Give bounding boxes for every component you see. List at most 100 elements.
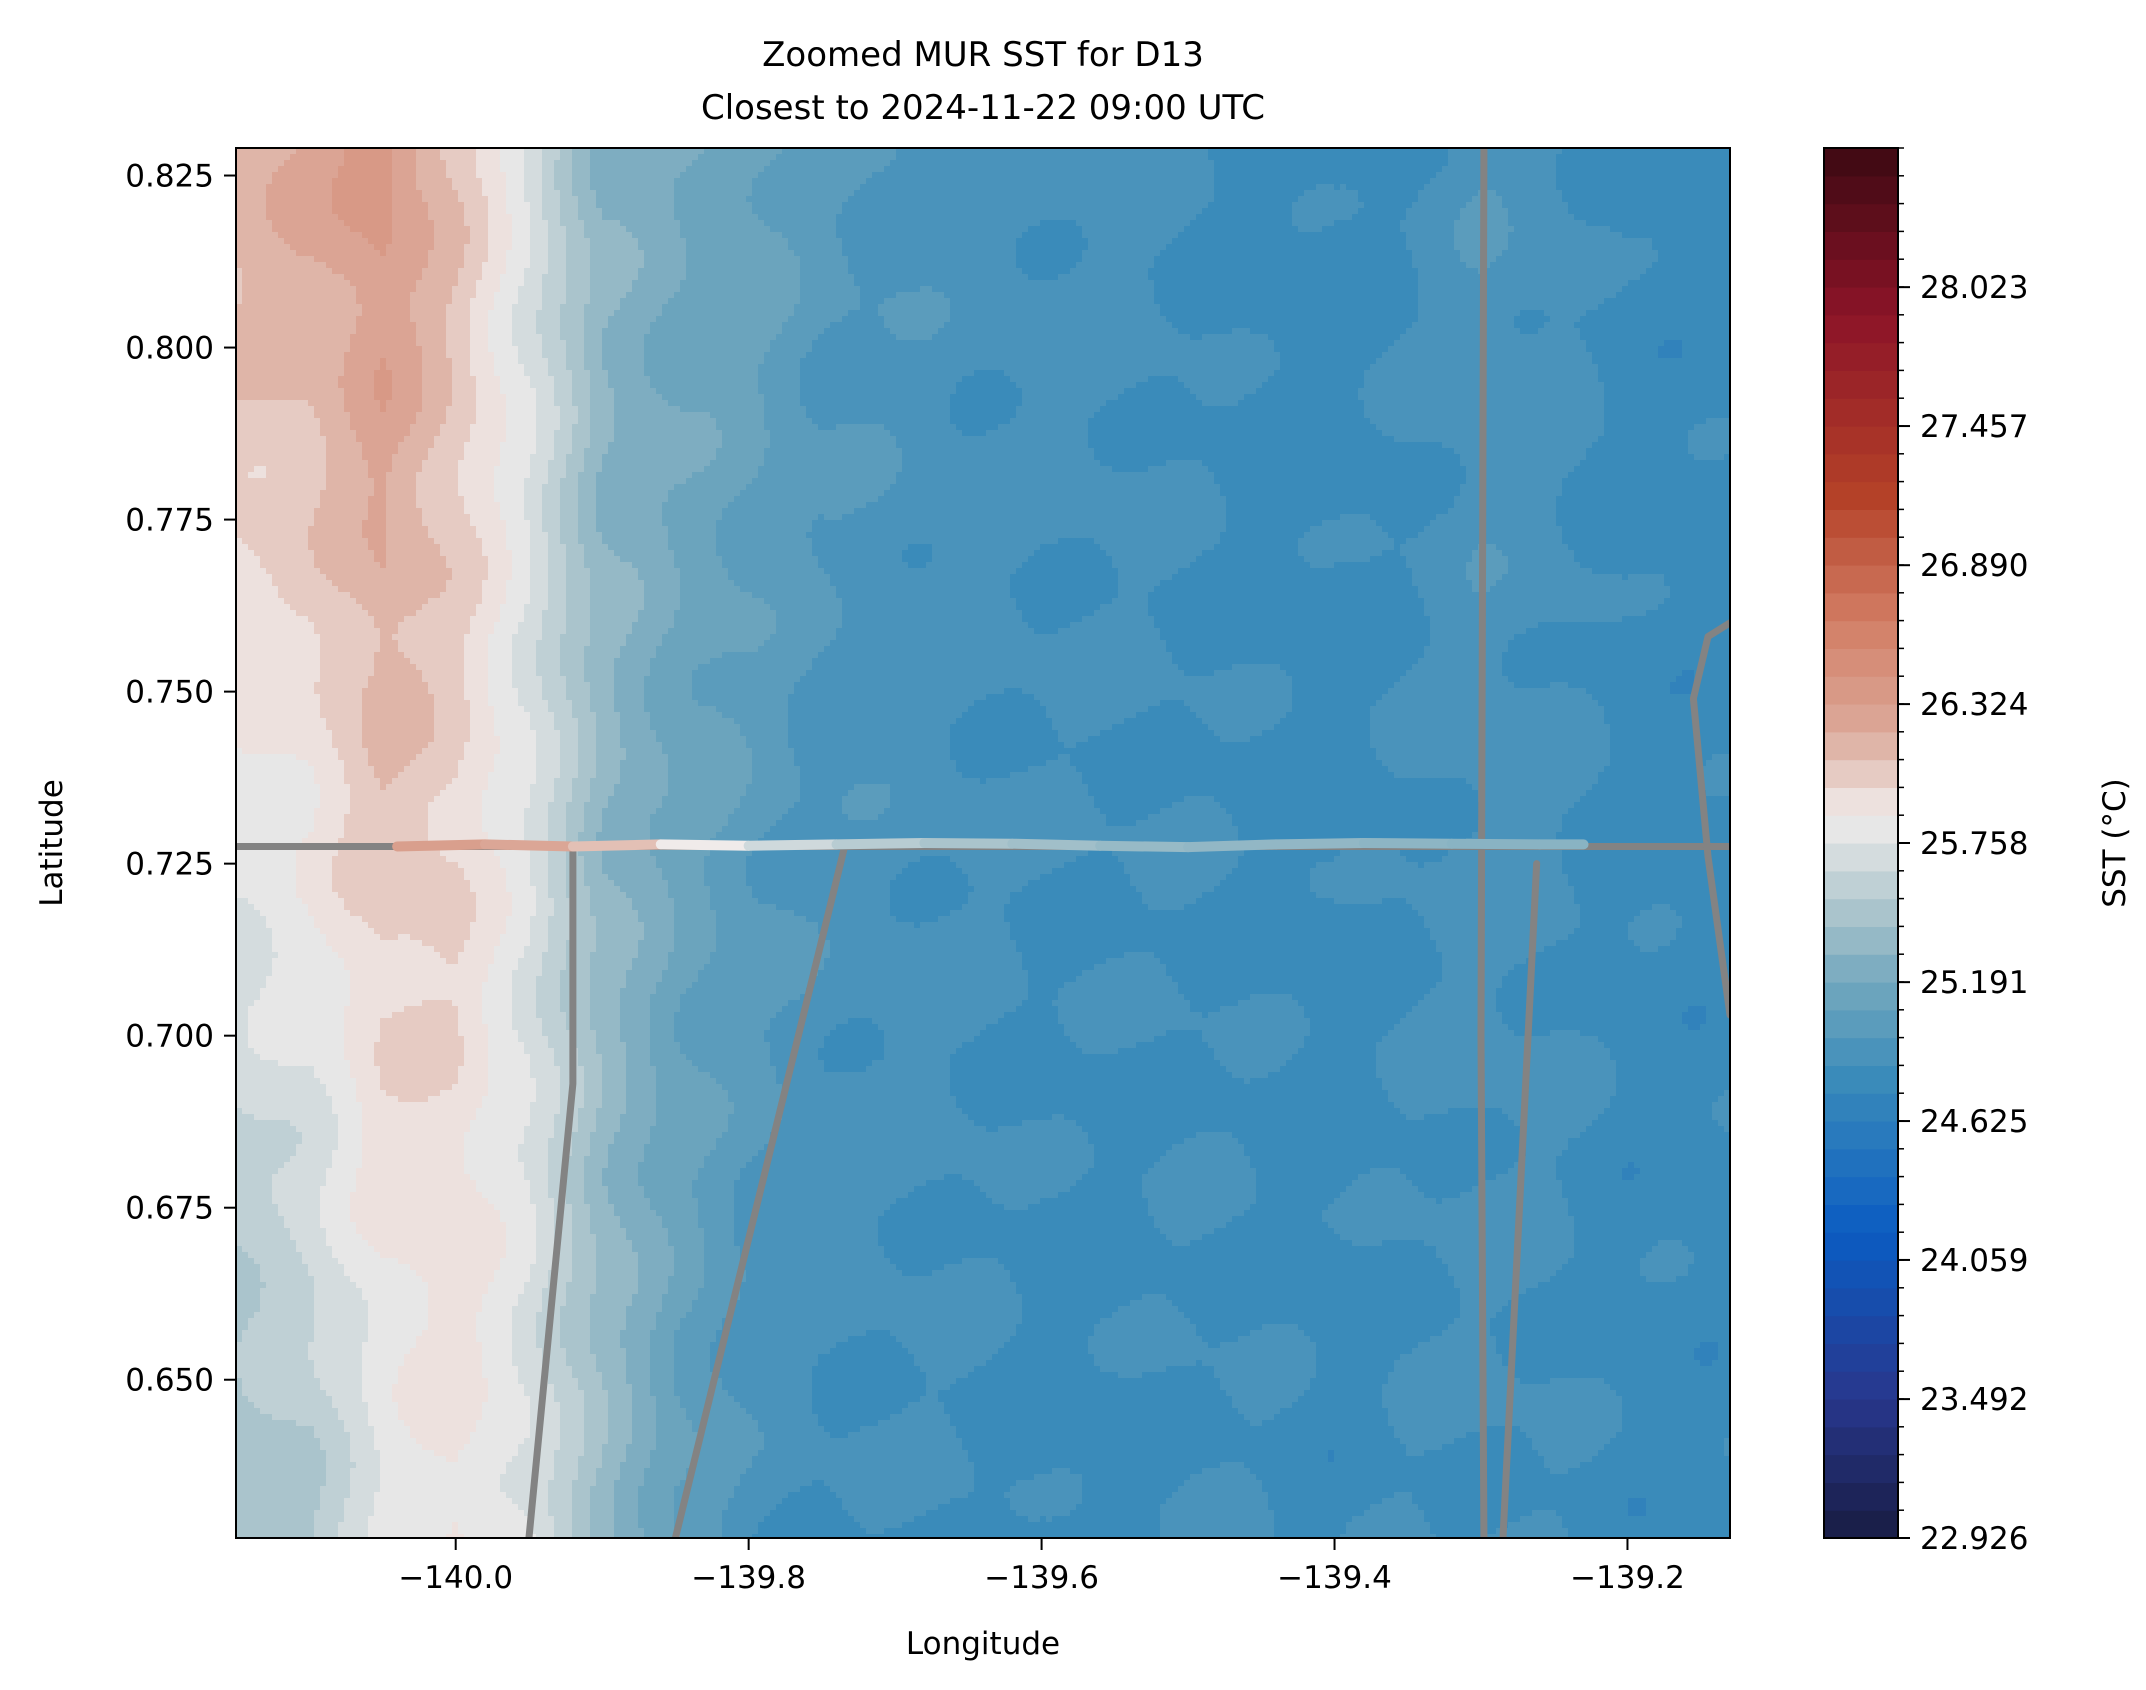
sst-cell — [818, 184, 825, 191]
sst-cell — [860, 154, 867, 161]
sst-cell — [1670, 172, 1677, 179]
sst-cell — [1646, 160, 1653, 167]
sst-cell — [644, 190, 651, 197]
sst-cell — [1490, 178, 1497, 185]
sst-cell — [416, 178, 423, 185]
sst-cell — [632, 190, 639, 197]
sst-cell — [1472, 160, 1479, 167]
sst-cell — [1052, 166, 1059, 173]
sst-cell — [248, 172, 255, 179]
sst-cell — [386, 160, 393, 167]
sst-cell — [782, 184, 789, 191]
sst-cell — [950, 166, 957, 173]
sst-cell — [1196, 184, 1203, 191]
sst-cell — [494, 184, 501, 191]
sst-cell — [272, 184, 279, 191]
sst-cell — [1076, 172, 1083, 179]
sst-cell — [920, 190, 927, 197]
sst-cell — [932, 172, 939, 179]
sst-cell — [848, 166, 855, 173]
sst-cell — [1058, 160, 1065, 167]
sst-cell — [1046, 154, 1053, 161]
sst-cell — [638, 190, 645, 197]
sst-cell — [332, 184, 339, 191]
sst-cell — [530, 184, 537, 191]
sst-cell — [1082, 154, 1089, 161]
sst-cell — [1442, 178, 1449, 185]
sst-cell — [722, 160, 729, 167]
sst-cell — [986, 154, 993, 161]
sst-cell — [728, 184, 735, 191]
sst-cell — [1160, 190, 1167, 197]
sst-cell — [872, 172, 879, 179]
sst-cell — [1112, 178, 1119, 185]
sst-cell — [680, 166, 687, 173]
sst-cell — [662, 160, 669, 167]
sst-cell — [1202, 160, 1209, 167]
sst-cell — [806, 190, 813, 197]
sst-cell — [1580, 178, 1587, 185]
sst-cell — [1094, 154, 1101, 161]
sst-cell — [1352, 160, 1359, 167]
sst-cell — [926, 178, 933, 185]
sst-cell — [1268, 154, 1275, 161]
sst-cell — [452, 178, 459, 185]
sst-cell — [782, 190, 789, 197]
sst-cell — [788, 190, 795, 197]
sst-cell — [248, 184, 255, 191]
sst-cell — [1706, 178, 1713, 185]
sst-cell — [1646, 184, 1653, 191]
sst-cell — [704, 178, 711, 185]
sst-cell — [740, 166, 747, 173]
sst-cell — [1244, 178, 1251, 185]
sst-cell — [1046, 160, 1053, 167]
sst-cell — [1028, 154, 1035, 161]
sst-cell — [1358, 178, 1365, 185]
sst-cell — [932, 184, 939, 191]
sst-cell — [1706, 172, 1713, 179]
sst-cell — [956, 172, 963, 179]
sst-cell — [398, 190, 405, 197]
sst-cell — [1238, 184, 1245, 191]
sst-cell — [1418, 190, 1425, 197]
sst-cell — [1718, 160, 1725, 167]
sst-cell — [986, 160, 993, 167]
sst-cell — [1376, 184, 1383, 191]
sst-cell — [1514, 178, 1521, 185]
sst-cell — [290, 160, 297, 167]
sst-cell — [644, 154, 651, 161]
sst-cell — [1706, 154, 1713, 161]
sst-cell — [1028, 178, 1035, 185]
sst-cell — [1496, 160, 1503, 167]
sst-cell — [290, 166, 297, 173]
sst-cell — [764, 166, 771, 173]
sst-cell — [854, 166, 861, 173]
sst-cell — [1346, 190, 1353, 197]
sst-cell — [932, 160, 939, 167]
sst-cell — [1328, 154, 1335, 161]
sst-cell — [1280, 178, 1287, 185]
sst-cell — [626, 190, 633, 197]
sst-cell — [278, 166, 285, 173]
sst-cell — [1304, 172, 1311, 179]
sst-cell — [1448, 172, 1455, 179]
sst-cell — [1052, 184, 1059, 191]
sst-cell — [380, 184, 387, 191]
sst-cell — [1280, 172, 1287, 179]
sst-cell — [1442, 190, 1449, 197]
sst-cell — [1646, 166, 1653, 173]
sst-cell — [1172, 154, 1179, 161]
sst-cell — [740, 154, 747, 161]
sst-cell — [1544, 184, 1551, 191]
sst-cell — [776, 184, 783, 191]
sst-cell — [1688, 184, 1695, 191]
sst-cell — [782, 178, 789, 185]
sst-cell — [608, 160, 615, 167]
sst-cell — [1244, 154, 1251, 161]
sst-cell — [944, 184, 951, 191]
sst-cell — [1214, 160, 1221, 167]
sst-cell — [710, 178, 717, 185]
sst-cell — [542, 178, 549, 185]
sst-cell — [764, 184, 771, 191]
